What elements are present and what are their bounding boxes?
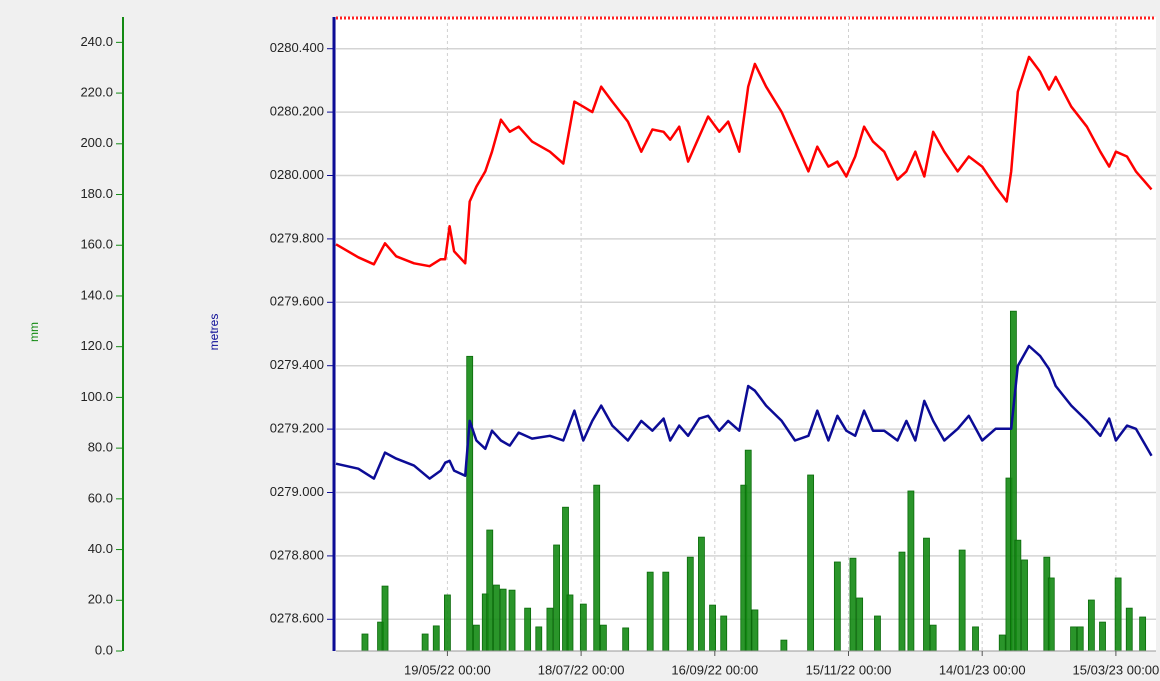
bar bbox=[535, 626, 543, 652]
bar bbox=[807, 474, 815, 652]
y2-tick-label: 40.0 bbox=[88, 541, 113, 556]
x-tick-label: 14/01/23 00:00 bbox=[939, 662, 1026, 677]
bar bbox=[493, 584, 500, 652]
x-tick-label: 19/05/22 00:00 bbox=[404, 662, 491, 677]
bar bbox=[1125, 607, 1133, 652]
y-tick-label: 0280.400 bbox=[270, 40, 324, 55]
line bbox=[335, 344, 1153, 480]
bar bbox=[874, 615, 881, 652]
bar bbox=[1087, 599, 1095, 652]
bar bbox=[499, 588, 507, 652]
y-tick-label: 0279.000 bbox=[270, 484, 324, 499]
bar bbox=[751, 609, 759, 652]
x-tick-label: 15/03/23 00:00 bbox=[1073, 662, 1160, 677]
y2-tick-label: 140.0 bbox=[80, 287, 113, 302]
axes: 0278.600 0278.800 0279.000 0279.200 0279.400… bbox=[80, 17, 1159, 677]
y-tick-label: 0280.200 bbox=[270, 104, 324, 119]
bar bbox=[444, 594, 451, 652]
bar bbox=[508, 589, 516, 652]
bar bbox=[466, 355, 474, 652]
x-tick-label: 15/11/22 00:00 bbox=[806, 662, 892, 677]
bar bbox=[579, 603, 587, 652]
y-axis-label: metres bbox=[207, 314, 221, 351]
x-tick-label: 16/09/22 00:00 bbox=[671, 662, 758, 677]
y2-tick-label: 220.0 bbox=[80, 85, 113, 100]
y-tick-label: 0279.800 bbox=[270, 230, 324, 245]
bar bbox=[744, 449, 752, 652]
y2-tick-label: 200.0 bbox=[80, 135, 113, 150]
y-tick-label: 0278.800 bbox=[270, 547, 324, 562]
y2-axis-label: mm bbox=[27, 322, 41, 342]
y2-tick-label: 240.0 bbox=[80, 34, 113, 49]
y2-tick-label: 80.0 bbox=[88, 440, 113, 455]
bar bbox=[1139, 616, 1147, 652]
bar bbox=[923, 537, 930, 652]
bar bbox=[958, 549, 966, 652]
bar bbox=[662, 571, 670, 652]
bar bbox=[929, 624, 937, 652]
bar bbox=[849, 557, 857, 652]
bar bbox=[972, 626, 979, 652]
y-tick-label: 0279.200 bbox=[270, 421, 324, 436]
bar bbox=[553, 544, 560, 652]
bar bbox=[361, 633, 369, 652]
y2-tick-label: 60.0 bbox=[88, 490, 113, 505]
bar bbox=[432, 625, 440, 652]
bar bbox=[907, 490, 915, 652]
bar bbox=[833, 561, 841, 652]
bar bbox=[421, 633, 429, 652]
bar bbox=[1021, 559, 1028, 652]
y-tick-label: 0279.400 bbox=[270, 357, 324, 372]
bar bbox=[524, 607, 532, 652]
y-tick-label: 0280.000 bbox=[270, 167, 324, 182]
y2-tick-label: 0.0 bbox=[95, 642, 113, 657]
y2-tick-label: 20.0 bbox=[88, 592, 113, 607]
line bbox=[335, 55, 1153, 268]
bar bbox=[709, 604, 716, 652]
bar bbox=[622, 627, 630, 652]
bar bbox=[780, 639, 788, 652]
y2-tick-label: 100.0 bbox=[80, 389, 113, 404]
bar bbox=[698, 536, 705, 652]
bar bbox=[856, 597, 864, 652]
bar bbox=[546, 607, 554, 652]
bar bbox=[381, 585, 389, 652]
y2-tick-label: 160.0 bbox=[80, 237, 113, 252]
x-tick-label: 18/07/22 00:00 bbox=[538, 662, 625, 677]
bar bbox=[1047, 577, 1055, 652]
bar bbox=[686, 556, 694, 652]
y-tick-label: 0279.600 bbox=[270, 294, 324, 309]
bar bbox=[1076, 626, 1084, 652]
bar bbox=[486, 529, 494, 652]
bar bbox=[593, 484, 601, 652]
bar bbox=[472, 624, 480, 652]
bar bbox=[1070, 626, 1077, 652]
bar bbox=[566, 594, 574, 652]
bar bbox=[599, 624, 607, 652]
bar bbox=[720, 615, 728, 652]
y2-tick-label: 120.0 bbox=[80, 338, 113, 353]
marks bbox=[335, 55, 1153, 652]
y2-tick-label: 180.0 bbox=[80, 186, 113, 201]
bar bbox=[998, 634, 1006, 652]
bar bbox=[1114, 577, 1122, 652]
bar bbox=[1014, 539, 1022, 652]
bar bbox=[646, 571, 654, 652]
bar bbox=[1099, 621, 1106, 652]
y-tick-label: 0278.600 bbox=[270, 611, 324, 626]
bar bbox=[898, 551, 906, 652]
